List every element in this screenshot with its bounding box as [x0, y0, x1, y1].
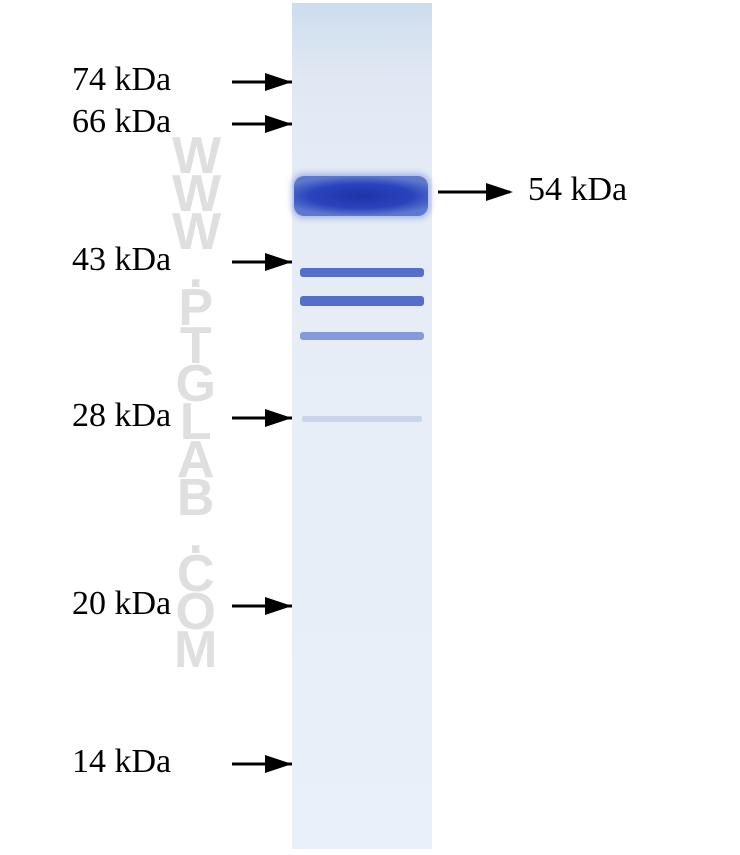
marker-label-20kDa: 20 kDa	[72, 585, 171, 623]
marker-label-14kDa: 14 kDa	[72, 743, 171, 781]
target-label-54kda: 54 kDa	[528, 171, 627, 209]
marker-label-28kDa: 28 kDa	[72, 397, 171, 435]
marker-label-66kDa: 66 kDa	[72, 103, 171, 141]
marker-label-43kDa: 43 kDa	[72, 241, 171, 279]
marker-label-74kDa: 74 kDa	[72, 61, 171, 99]
gel-image: WWW.PTGLAB.COM 74 kDa66 kDa43 kDa28 kDa2…	[0, 0, 740, 855]
